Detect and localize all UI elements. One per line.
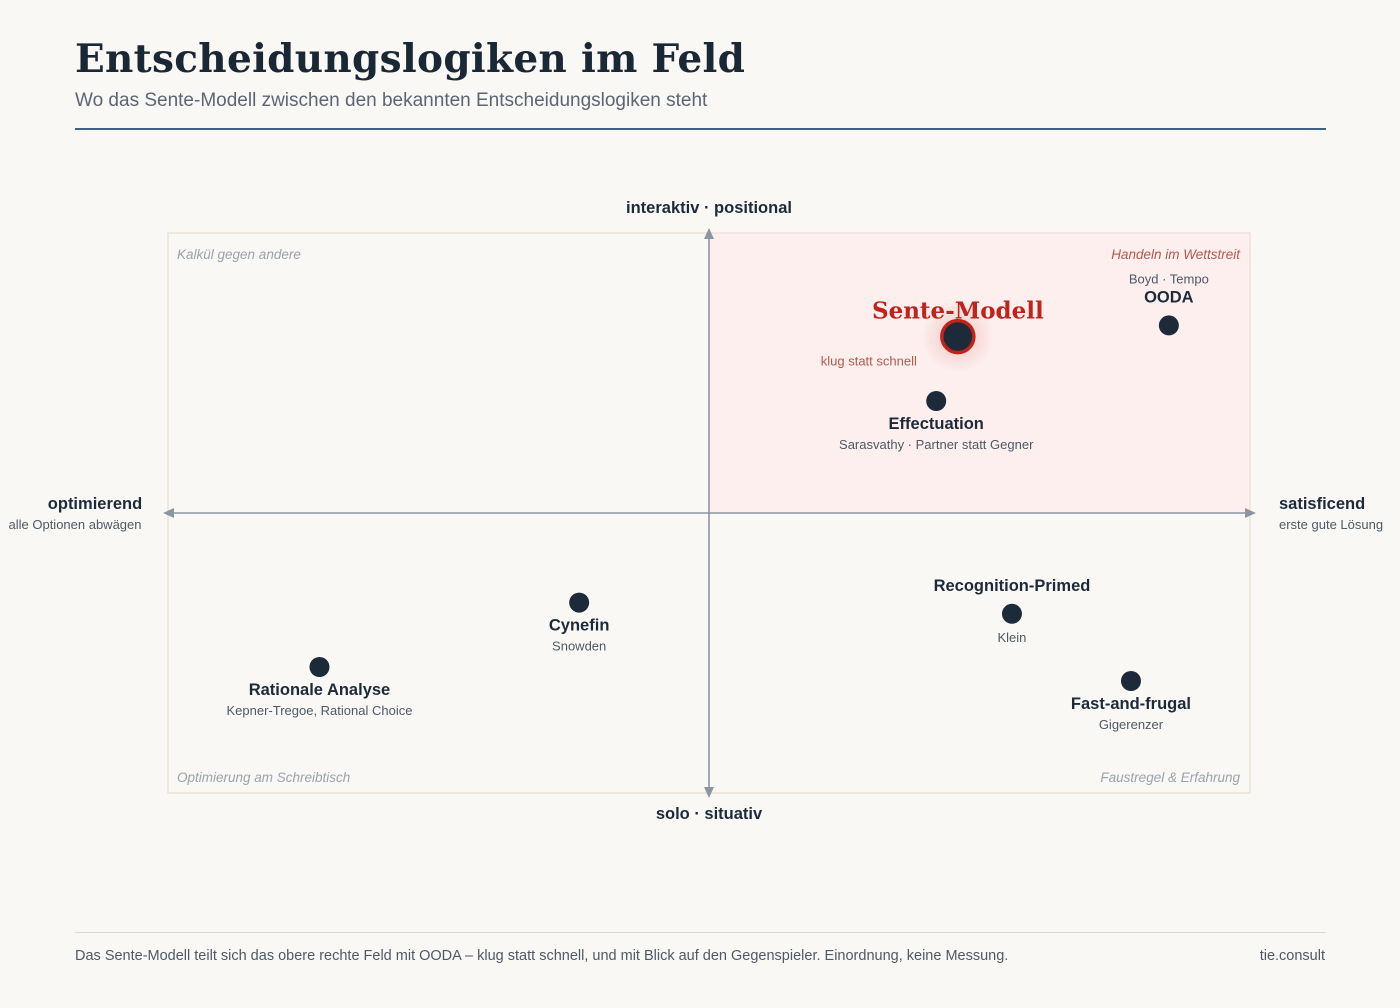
footer-brand: tie.consult xyxy=(1259,948,1325,964)
point-sente: Sente-Modell klug statt schnell xyxy=(821,298,1044,373)
quadrant-label-bottom-left: Optimierung am Schreibtisch xyxy=(177,770,350,785)
point-cynefin: Cynefin Snowden xyxy=(549,592,610,654)
point-effectuation: Effectuation Sarasvathy · Partner statt G… xyxy=(839,391,1034,452)
quadrant-label-top-right: Handeln im Wettstreit xyxy=(1111,247,1241,262)
point-label: Sente-Modell xyxy=(872,298,1044,325)
point-label: Recognition-Primed xyxy=(934,577,1091,595)
page-title: Entscheidungslogiken im Feld xyxy=(75,36,746,82)
header-divider xyxy=(75,128,1326,130)
arrow-right-icon xyxy=(1245,508,1256,518)
arrow-left-icon xyxy=(163,508,174,518)
axis-label-bottom: solo · situativ xyxy=(656,805,763,823)
point-label: OODA xyxy=(1144,288,1194,306)
point-sublabel: Kepner-Tregoe, Rational Choice xyxy=(226,703,412,718)
point-fastfrugal: Fast-and-frugal Gigerenzer xyxy=(1071,671,1191,732)
page-subtitle: Wo das Sente-Modell zwischen den bekannt… xyxy=(75,90,708,111)
point-marker xyxy=(569,592,590,613)
footer-divider xyxy=(75,932,1326,933)
point-recognition: Recognition-Primed Klein xyxy=(934,577,1091,645)
point-label: Fast-and-frugal xyxy=(1071,695,1191,713)
point-sublabel: Sarasvathy · Partner statt Gegner xyxy=(839,437,1034,452)
point-label: Rationale Analyse xyxy=(249,681,391,699)
point-sublabel: Snowden xyxy=(552,639,606,654)
point-label: Effectuation xyxy=(889,415,984,433)
axis-label-top: interaktiv · positional xyxy=(626,199,792,217)
point-marker xyxy=(309,657,330,677)
point-rational: Rationale Analyse Kepner-Tregoe, Rational… xyxy=(226,657,412,718)
quadrant-label-top-left: Kalkül gegen andere xyxy=(177,247,301,262)
point-marker xyxy=(1120,671,1141,691)
point-marker xyxy=(940,318,976,355)
point-sublabel: klug statt schnell xyxy=(821,354,917,369)
point-marker xyxy=(1158,315,1179,336)
point-marker xyxy=(926,391,947,411)
axis-label-right: satisficend xyxy=(1279,495,1365,513)
quadrant-highlight xyxy=(708,232,1251,514)
point-marker xyxy=(1001,603,1022,624)
arrow-up-icon xyxy=(704,228,714,239)
model-points: Sente-Modell klug statt schnell OODA Boyd ·… xyxy=(226,271,1208,732)
point-ooda: OODA Boyd · Tempo xyxy=(1129,271,1209,336)
point-label: Cynefin xyxy=(549,617,610,635)
arrow-down-icon xyxy=(704,787,714,798)
axis-sublabel-right: erste gute Lösung xyxy=(1279,517,1383,532)
point-sublabel: Gigerenzer xyxy=(1099,717,1164,732)
point-sublabel: Boyd · Tempo xyxy=(1129,271,1209,286)
axis-label-left: optimierend xyxy=(48,495,142,513)
axis-sublabel-left: alle Optionen abwägen xyxy=(9,517,142,532)
quadrant-label-bottom-right: Faustregel & Erfahrung xyxy=(1100,770,1240,785)
footer-note: Das Sente-Modell teilt sich das obere re… xyxy=(75,948,1009,964)
point-sublabel: Klein xyxy=(997,630,1026,645)
